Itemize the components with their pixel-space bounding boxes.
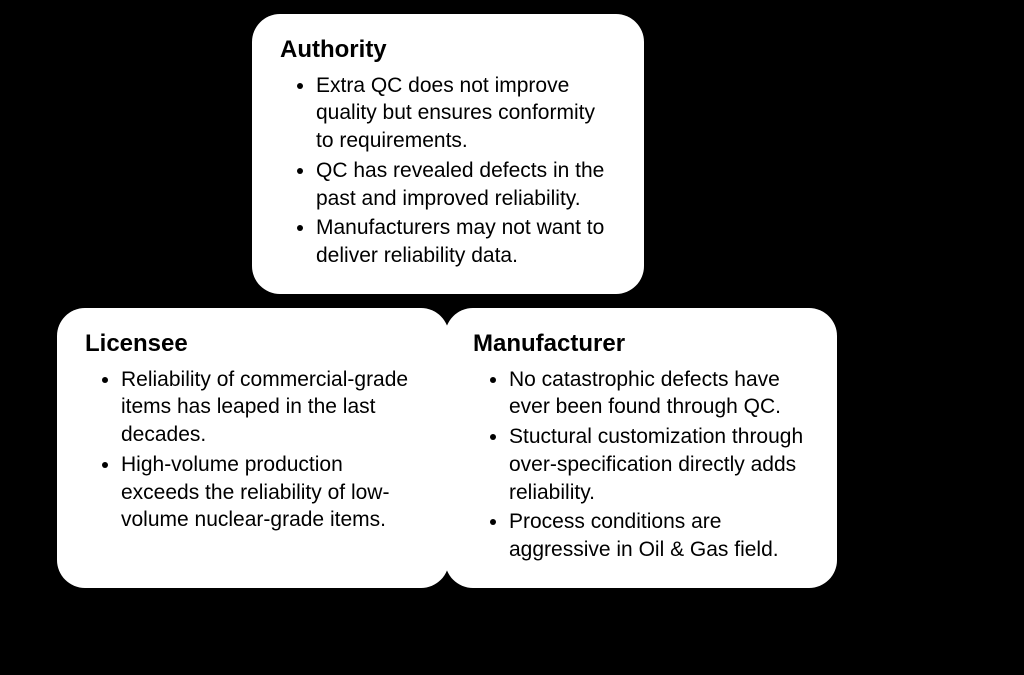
manufacturer-card: Manufacturer No catastrophic defects hav… (445, 308, 837, 588)
list-item: Stuctural customization through over-spe… (509, 423, 809, 506)
licensee-card: Licensee Reliability of commercial-grade… (57, 308, 449, 588)
list-item: No catastrophic defects have ever been f… (509, 366, 809, 421)
authority-card: Authority Extra QC does not improve qual… (252, 14, 644, 294)
manufacturer-title: Manufacturer (473, 328, 809, 360)
authority-bullets: Extra QC does not improve quality but en… (280, 72, 616, 270)
licensee-title: Licensee (85, 328, 421, 360)
list-item: High-volume production exceeds the relia… (121, 451, 421, 534)
list-item: QC has revealed defects in the past and … (316, 157, 616, 212)
authority-title: Authority (280, 34, 616, 66)
manufacturer-bullets: No catastrophic defects have ever been f… (473, 366, 809, 564)
list-item: Manufacturers may not want to deliver re… (316, 214, 616, 269)
list-item: Process conditions are aggressive in Oil… (509, 508, 809, 563)
licensee-bullets: Reliability of commercial-grade items ha… (85, 366, 421, 534)
list-item: Extra QC does not improve quality but en… (316, 72, 616, 155)
list-item: Reliability of commercial-grade items ha… (121, 366, 421, 449)
